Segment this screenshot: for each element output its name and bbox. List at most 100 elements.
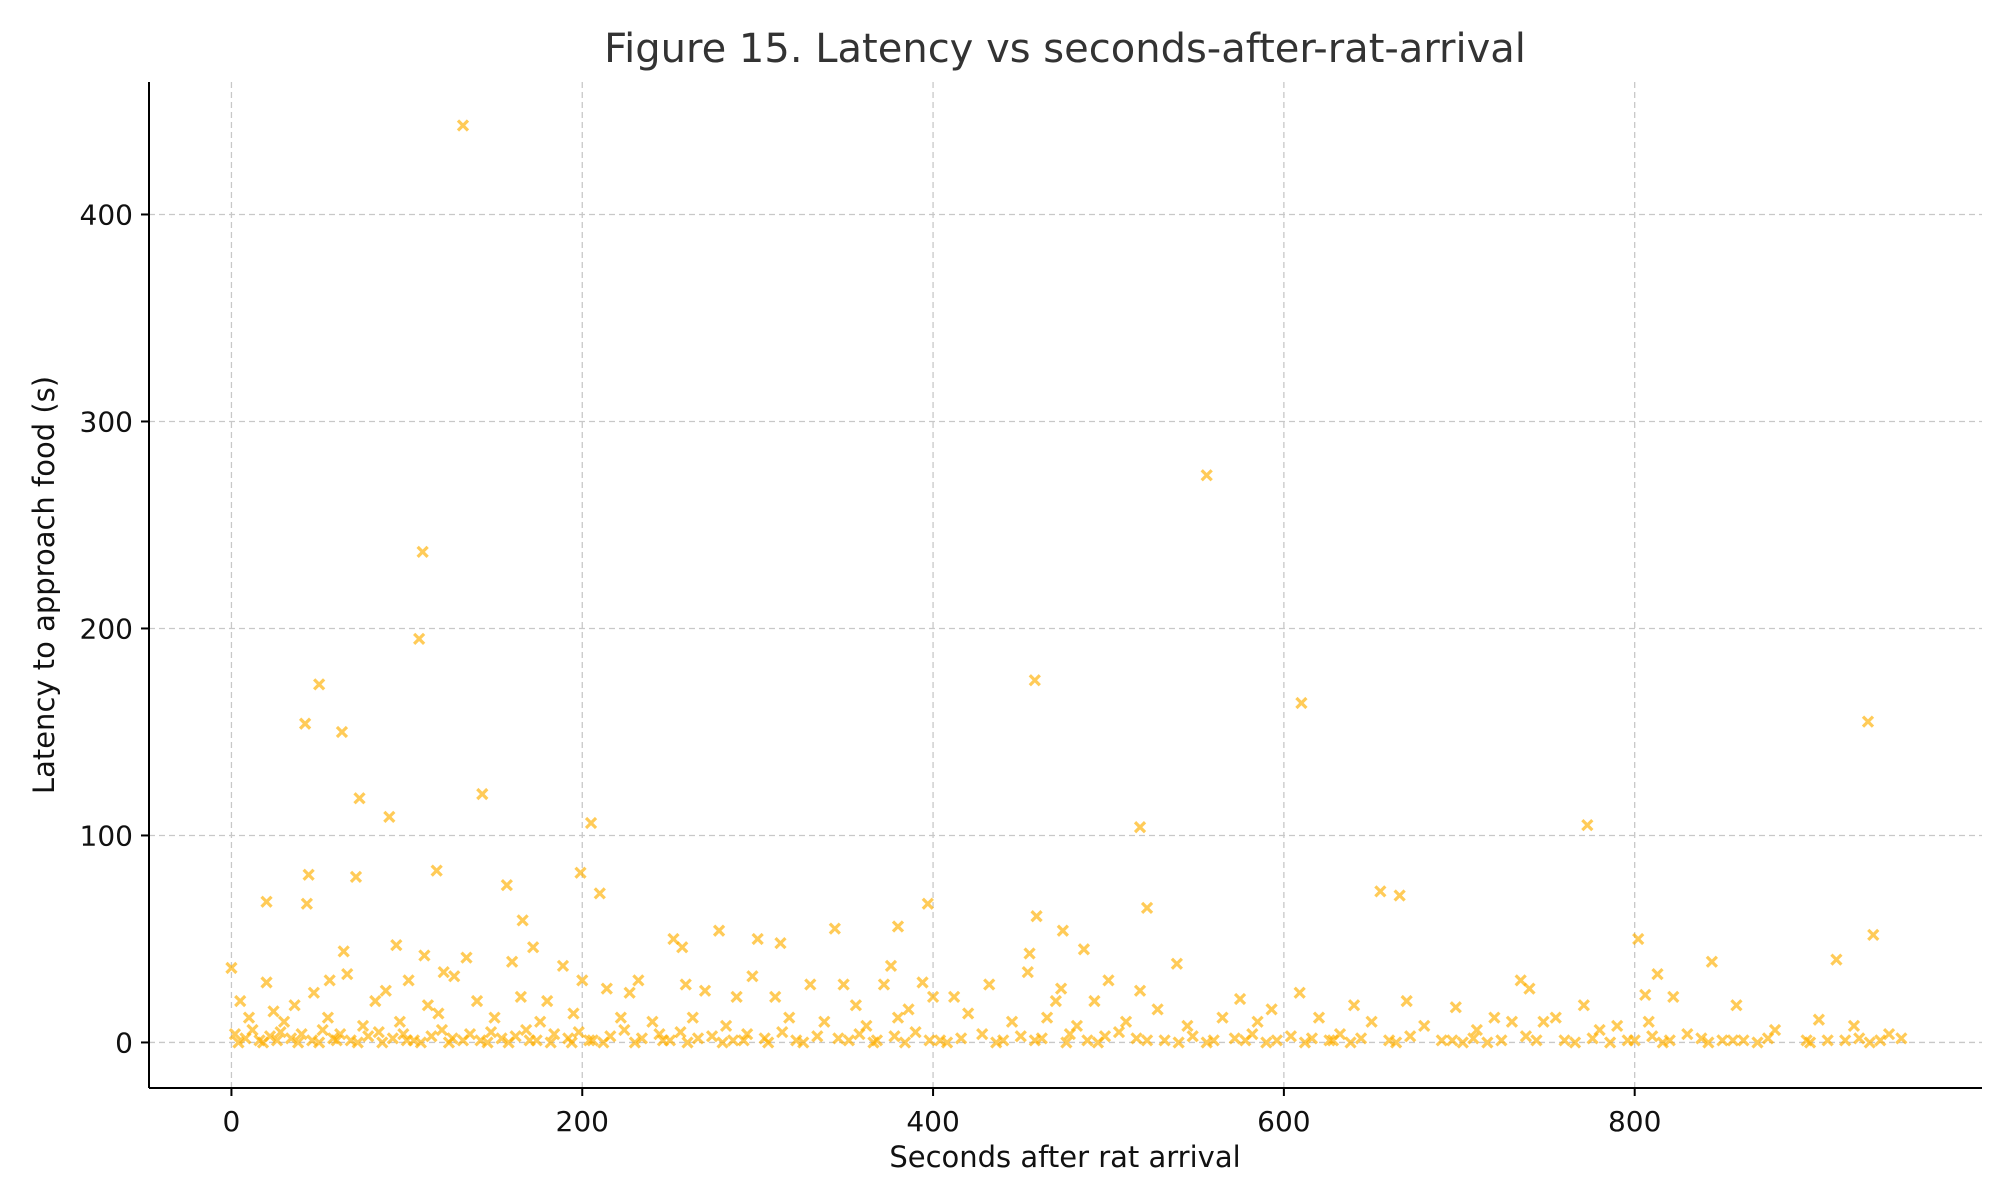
data-point	[1305, 1032, 1319, 1045]
data-point	[705, 1030, 719, 1043]
axes	[148, 82, 1982, 1089]
data-point	[1604, 1036, 1617, 1049]
data-point	[421, 999, 435, 1012]
data-point	[386, 1032, 399, 1045]
data-point	[495, 1032, 508, 1045]
data-point	[260, 976, 273, 989]
data-point	[448, 970, 461, 983]
data-point	[534, 1015, 547, 1028]
data-point	[853, 1028, 866, 1041]
data-point	[797, 1036, 810, 1049]
data-point	[1519, 1030, 1533, 1043]
data-point	[376, 1036, 389, 1049]
data-point	[544, 1036, 557, 1049]
data-point	[635, 1032, 649, 1045]
data-point	[1537, 1015, 1550, 1028]
data-point	[1344, 1036, 1357, 1049]
data-point	[1611, 1019, 1624, 1033]
data-point	[1112, 1025, 1126, 1039]
data-point	[867, 1036, 880, 1049]
data-point	[1040, 1011, 1054, 1024]
data-point	[726, 1034, 740, 1047]
data-point	[1400, 994, 1413, 1008]
data-point	[481, 1036, 494, 1049]
data-point	[313, 1036, 326, 1049]
data-point	[1488, 1011, 1501, 1024]
data-point	[412, 632, 426, 645]
data-point	[1265, 1003, 1278, 1016]
y-tick-label: 100	[80, 819, 133, 852]
data-point	[1021, 965, 1034, 979]
data-point	[1077, 943, 1091, 956]
data-point	[1133, 821, 1147, 834]
data-point	[1830, 953, 1843, 966]
data-point	[712, 924, 726, 937]
data-point	[653, 1028, 666, 1041]
data-point	[1390, 1036, 1403, 1049]
x-tick-label: 600	[1257, 1105, 1310, 1138]
data-point	[565, 1036, 578, 1049]
chart-title: Figure 15. Latency vs seconds-after-rat-…	[604, 26, 1526, 72]
data-point	[1312, 1011, 1326, 1024]
data-point	[1863, 1036, 1876, 1049]
data-point	[505, 955, 519, 968]
data-point	[783, 1011, 796, 1024]
y-tick-label: 200	[80, 612, 133, 645]
data-point	[1119, 1015, 1133, 1028]
data-point	[593, 887, 606, 900]
data-point	[1354, 1032, 1368, 1045]
data-point	[811, 1030, 824, 1043]
data-point	[1646, 1030, 1659, 1043]
data-point	[576, 974, 589, 987]
data-point	[1374, 885, 1387, 898]
data-point	[330, 1034, 343, 1047]
data-point	[321, 1011, 335, 1024]
data-point	[741, 1028, 754, 1041]
data-point	[1239, 1034, 1252, 1047]
data-point	[776, 1025, 789, 1039]
data-point	[1151, 1003, 1164, 1016]
data-point	[842, 1034, 856, 1047]
data-point	[298, 717, 312, 730]
data-point	[962, 1007, 975, 1020]
data-point	[372, 1025, 385, 1039]
data-point	[1133, 984, 1147, 997]
data-point	[983, 978, 996, 991]
data-point	[1060, 1036, 1073, 1049]
data-point	[456, 1034, 470, 1047]
data-point	[1435, 1034, 1448, 1047]
data-point	[316, 1023, 329, 1037]
data-point	[228, 1028, 242, 1041]
data-point	[902, 1003, 915, 1016]
data-point	[884, 959, 898, 973]
data-point	[1404, 1030, 1417, 1043]
data-point	[730, 990, 743, 1004]
data-point	[356, 1019, 370, 1033]
data-point	[916, 976, 929, 989]
data-point	[1861, 715, 1875, 728]
x-tick-label: 800	[1608, 1105, 1661, 1138]
data-point	[990, 1036, 1003, 1049]
data-point	[891, 920, 905, 933]
data-point	[1705, 955, 1719, 968]
data-point	[1628, 1034, 1641, 1047]
data-point	[1730, 999, 1743, 1012]
data-point	[921, 897, 934, 910]
data-point	[1130, 1032, 1143, 1045]
data-point	[774, 936, 787, 950]
x-axis-label: Seconds after rat arrival	[889, 1140, 1240, 1174]
data-point	[484, 1025, 498, 1039]
data-point	[646, 1015, 659, 1028]
data-point	[514, 990, 527, 1004]
data-point	[1456, 1036, 1469, 1049]
data-point	[460, 951, 473, 964]
data-point	[500, 879, 513, 892]
data-point	[614, 1011, 627, 1024]
data-point	[1102, 974, 1115, 987]
data-point	[676, 941, 689, 954]
data-point	[667, 932, 680, 946]
data-point	[527, 941, 540, 954]
data-point	[1216, 1011, 1229, 1024]
data-point	[832, 1032, 845, 1045]
data-point	[898, 1036, 912, 1049]
